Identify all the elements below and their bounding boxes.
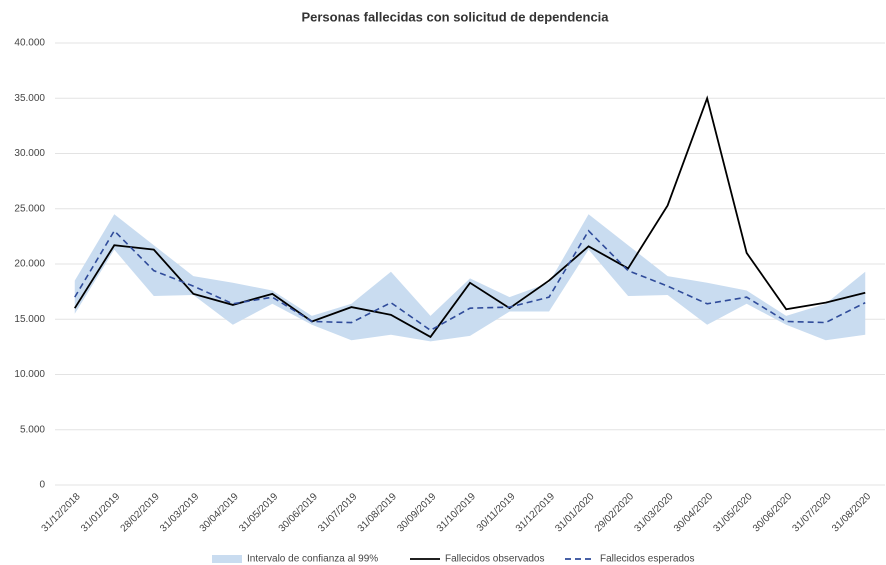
x-tick-label: 31/01/2019: [79, 491, 122, 534]
x-tick-label: 31/05/2020: [711, 491, 754, 534]
x-tick-label: 28/02/2019: [119, 491, 162, 534]
y-tick-label: 20.000: [14, 259, 45, 270]
y-tick-label: 35.000: [14, 93, 45, 104]
series-line: [74, 229, 866, 332]
x-tick-label: 31/03/2020: [632, 491, 675, 534]
x-tick-label: 30/09/2019: [395, 491, 438, 534]
x-tick-label: 31/12/2019: [514, 491, 557, 534]
x-tick-label: 30/06/2020: [751, 491, 794, 534]
x-tick-label: 30/04/2020: [672, 491, 715, 534]
legend-label: Intervalo de confianza al 99%: [247, 554, 378, 565]
series-line: [73, 95, 866, 339]
confidence-band: [74, 214, 866, 342]
legend-label: Fallecidos esperados: [600, 554, 695, 565]
x-tick-label: 31/05/2019: [237, 491, 280, 534]
y-tick-label: 5.000: [20, 424, 45, 435]
x-tick-label: 31/08/2020: [830, 491, 873, 534]
chart-title: Personas fallecidas con solicitud de dep…: [301, 9, 609, 24]
y-tick-label: 0: [39, 480, 45, 491]
x-tick-label: 31/08/2019: [356, 491, 399, 534]
x-tick-label: 31/12/2018: [40, 491, 83, 534]
legend-label: Fallecidos observados: [445, 554, 545, 565]
x-tick-label: 31/07/2019: [316, 491, 359, 534]
y-tick-label: 10.000: [14, 369, 45, 380]
x-tick-label: 31/10/2019: [435, 491, 478, 534]
x-tick-label: 31/01/2020: [553, 491, 596, 534]
x-tick-label: 29/02/2020: [593, 491, 636, 534]
x-tick-label: 30/11/2019: [475, 491, 518, 534]
x-tick-label: 30/04/2019: [198, 491, 241, 534]
y-tick-label: 30.000: [14, 148, 45, 159]
y-tick-label: 40.000: [14, 38, 45, 49]
x-tick-label: 31/03/2019: [158, 491, 201, 534]
legend-swatch: [212, 555, 242, 563]
y-tick-label: 25.000: [14, 203, 45, 214]
x-tick-label: 30/06/2019: [277, 491, 320, 534]
y-tick-label: 15.000: [14, 314, 45, 325]
x-tick-label: 31/07/2020: [791, 491, 834, 534]
